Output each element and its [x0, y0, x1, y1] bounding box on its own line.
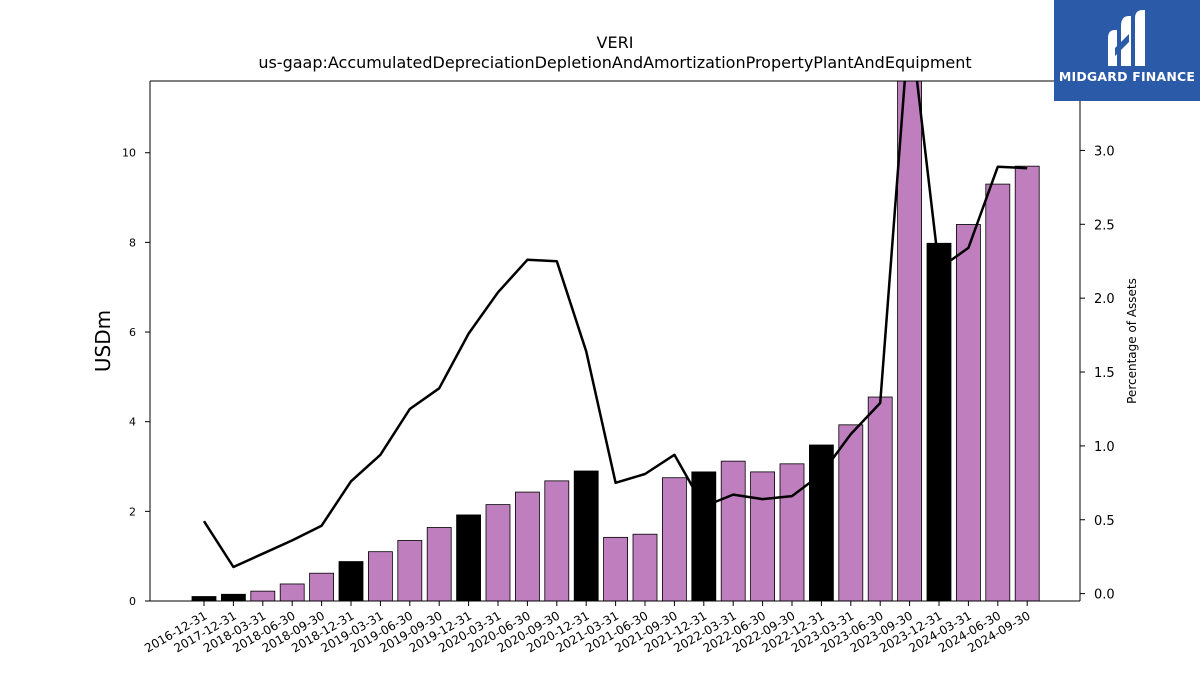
bar-2022-09-30 [779, 463, 805, 601]
y2-tick-label: 1.0 [1094, 440, 1115, 455]
bar-2023-09-30 [897, 81, 922, 601]
line-layer [202, 81, 1028, 569]
bar-2016-12-31 [191, 596, 217, 601]
bar-2019-06-30 [397, 540, 423, 601]
y-tick-label: 0 [129, 595, 136, 608]
bar-2021-03-31 [603, 536, 628, 601]
chart-subtitle: us-gaap:AccumulatedDepreciationDepletion… [258, 53, 971, 72]
bar-2020-09-30 [544, 480, 570, 601]
bar-2024-06-30 [985, 183, 1011, 601]
brand-name: MIDGARD FINANCE [1058, 69, 1196, 84]
y-tick-label: 4 [129, 416, 136, 429]
bar-2023-06-30 [867, 396, 893, 601]
bar-2018-09-30 [309, 572, 335, 601]
chart-title: VERI [597, 33, 634, 52]
y-tick-label: 6 [129, 326, 136, 339]
bar-2021-09-30 [662, 477, 687, 601]
midgard-finance-logo: MIDGARD FINANCE [1054, 0, 1200, 101]
bar-2024-03-31 [956, 224, 981, 601]
bar-2019-03-31 [367, 551, 393, 601]
y2-tick-label: 1.5 [1094, 366, 1115, 381]
bar-2018-03-31 [250, 590, 276, 601]
bars-layer [191, 81, 1040, 601]
bar-2017-12-31 [220, 593, 246, 601]
bar-2019-09-30 [426, 527, 452, 601]
bar-2018-06-30 [279, 583, 305, 601]
y-tick-label: 8 [129, 236, 136, 249]
bar-2020-06-30 [515, 491, 540, 601]
y-tick-label: 2 [129, 505, 136, 518]
bar-2020-12-31 [573, 470, 599, 601]
midgard-logo-icon [1108, 10, 1145, 66]
bar-2020-03-31 [485, 504, 511, 601]
y2-tick-label: 0.5 [1094, 514, 1115, 529]
bar-2021-06-30 [632, 533, 658, 601]
bar-2022-03-31 [720, 460, 746, 601]
y-axis-label: USDm [91, 310, 115, 372]
y2-tick-label: 2.5 [1094, 218, 1115, 233]
y2-axis-label: Percentage of Assets [1125, 278, 1139, 404]
bar-2022-06-30 [750, 471, 775, 601]
bar-2022-12-31 [809, 444, 834, 601]
bar-2019-12-31 [456, 514, 482, 601]
y2-tick-label: 2.0 [1094, 292, 1115, 307]
y-tick-label: 10 [122, 147, 136, 160]
y2-tick-label: 0.0 [1094, 588, 1115, 603]
bar-2023-12-31 [926, 242, 952, 601]
y2-tick-label: 3.0 [1094, 144, 1115, 159]
bar-2023-03-31 [838, 424, 864, 601]
percentage-of-assets-line [202, 81, 1028, 569]
bar-2024-09-30 [1014, 165, 1040, 601]
bar-2018-12-31 [338, 561, 364, 601]
